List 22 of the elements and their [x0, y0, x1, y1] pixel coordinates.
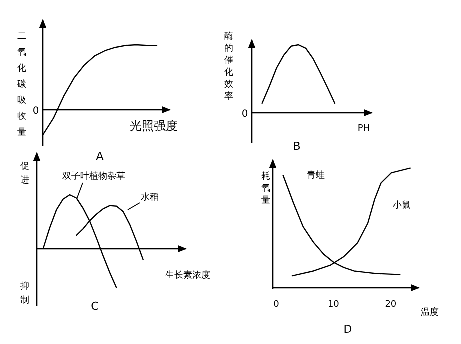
- text: A: [96, 150, 104, 163]
- text: 0: [242, 109, 248, 120]
- series-label: 双子叶植物杂草: [62, 171, 126, 182]
- text: 水稻: [141, 192, 159, 203]
- text: 促进: [20, 161, 30, 186]
- y-axis-title: 二氧化碳吸收量: [16, 32, 26, 138]
- text: D: [344, 323, 352, 336]
- x-tick-label: 0: [274, 300, 280, 310]
- x-tick-label: 10: [328, 300, 340, 310]
- series-label: 小鼠: [393, 200, 411, 211]
- x-axis-title: 光照强度: [130, 119, 178, 133]
- y-axis-title: 酶的催化效率: [224, 31, 234, 102]
- y-axis-title: 耗氧量: [262, 171, 270, 206]
- x-tick-label: 20: [385, 300, 397, 310]
- x-axis-title: PH: [358, 124, 370, 134]
- x-axis-title: 生长素浓度: [166, 270, 210, 281]
- text: B: [293, 140, 301, 153]
- text: 抑制: [20, 281, 30, 306]
- text: 0: [32, 106, 40, 117]
- text: C: [91, 300, 100, 313]
- x-axis-title: 温度: [421, 307, 439, 318]
- text: 青蛙: [307, 170, 325, 181]
